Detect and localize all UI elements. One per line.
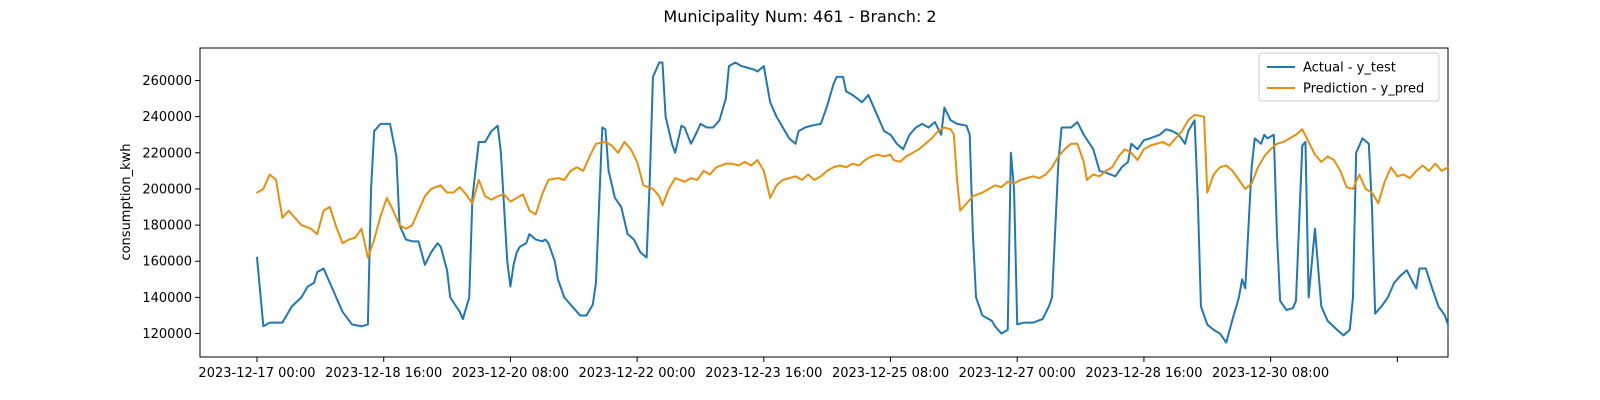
x-tick-label: 2023-12-20 08:00 xyxy=(452,366,569,381)
plot-area-frame xyxy=(199,47,1449,358)
series-lines xyxy=(256,61,1449,344)
legend-box xyxy=(1258,52,1440,102)
x-tick-label: 2023-12-30 08:00 xyxy=(1212,366,1329,381)
x-tick-label: 2023-12-23 16:00 xyxy=(705,366,822,381)
series-line-prediction xyxy=(256,113,1449,259)
legend-entry: Prediction - y_pred xyxy=(1303,82,1424,97)
y-tick-label: 200000 xyxy=(142,182,192,197)
legend: Actual - y_test Prediction - y_pred xyxy=(1258,52,1440,102)
y-axis-label: consumption_kwh xyxy=(119,143,134,260)
chart-title: Municipality Num: 461 - Branch: 2 xyxy=(663,7,936,26)
x-tick-label: 2023-12-22 00:00 xyxy=(579,366,696,381)
x-tick-label: 2023-12-25 08:00 xyxy=(832,366,949,381)
y-tick-label: 160000 xyxy=(142,255,192,270)
x-tick-label: 2023-12-28 16:00 xyxy=(1085,366,1202,381)
x-axis: 2023-12-17 00:00 2023-12-18 16:00 2023-12-… xyxy=(198,357,1398,381)
x-tick-label: 2023-12-27 00:00 xyxy=(959,366,1076,381)
y-axis: 120000 140000 160000 180000 200000 220000 2400… xyxy=(142,74,200,342)
y-tick-label: 260000 xyxy=(142,74,192,89)
legend-entry: Actual - y_test xyxy=(1303,61,1396,76)
y-tick-label: 240000 xyxy=(142,110,192,125)
x-tick-label: 2023-12-18 16:00 xyxy=(325,366,442,381)
y-tick-label: 220000 xyxy=(142,146,192,161)
y-tick-label: 120000 xyxy=(142,327,192,342)
x-tick-label: 2023-12-17 00:00 xyxy=(198,366,315,381)
y-tick-label: 180000 xyxy=(142,219,192,234)
series-line-actual xyxy=(256,61,1449,344)
y-tick-label: 140000 xyxy=(142,291,192,306)
